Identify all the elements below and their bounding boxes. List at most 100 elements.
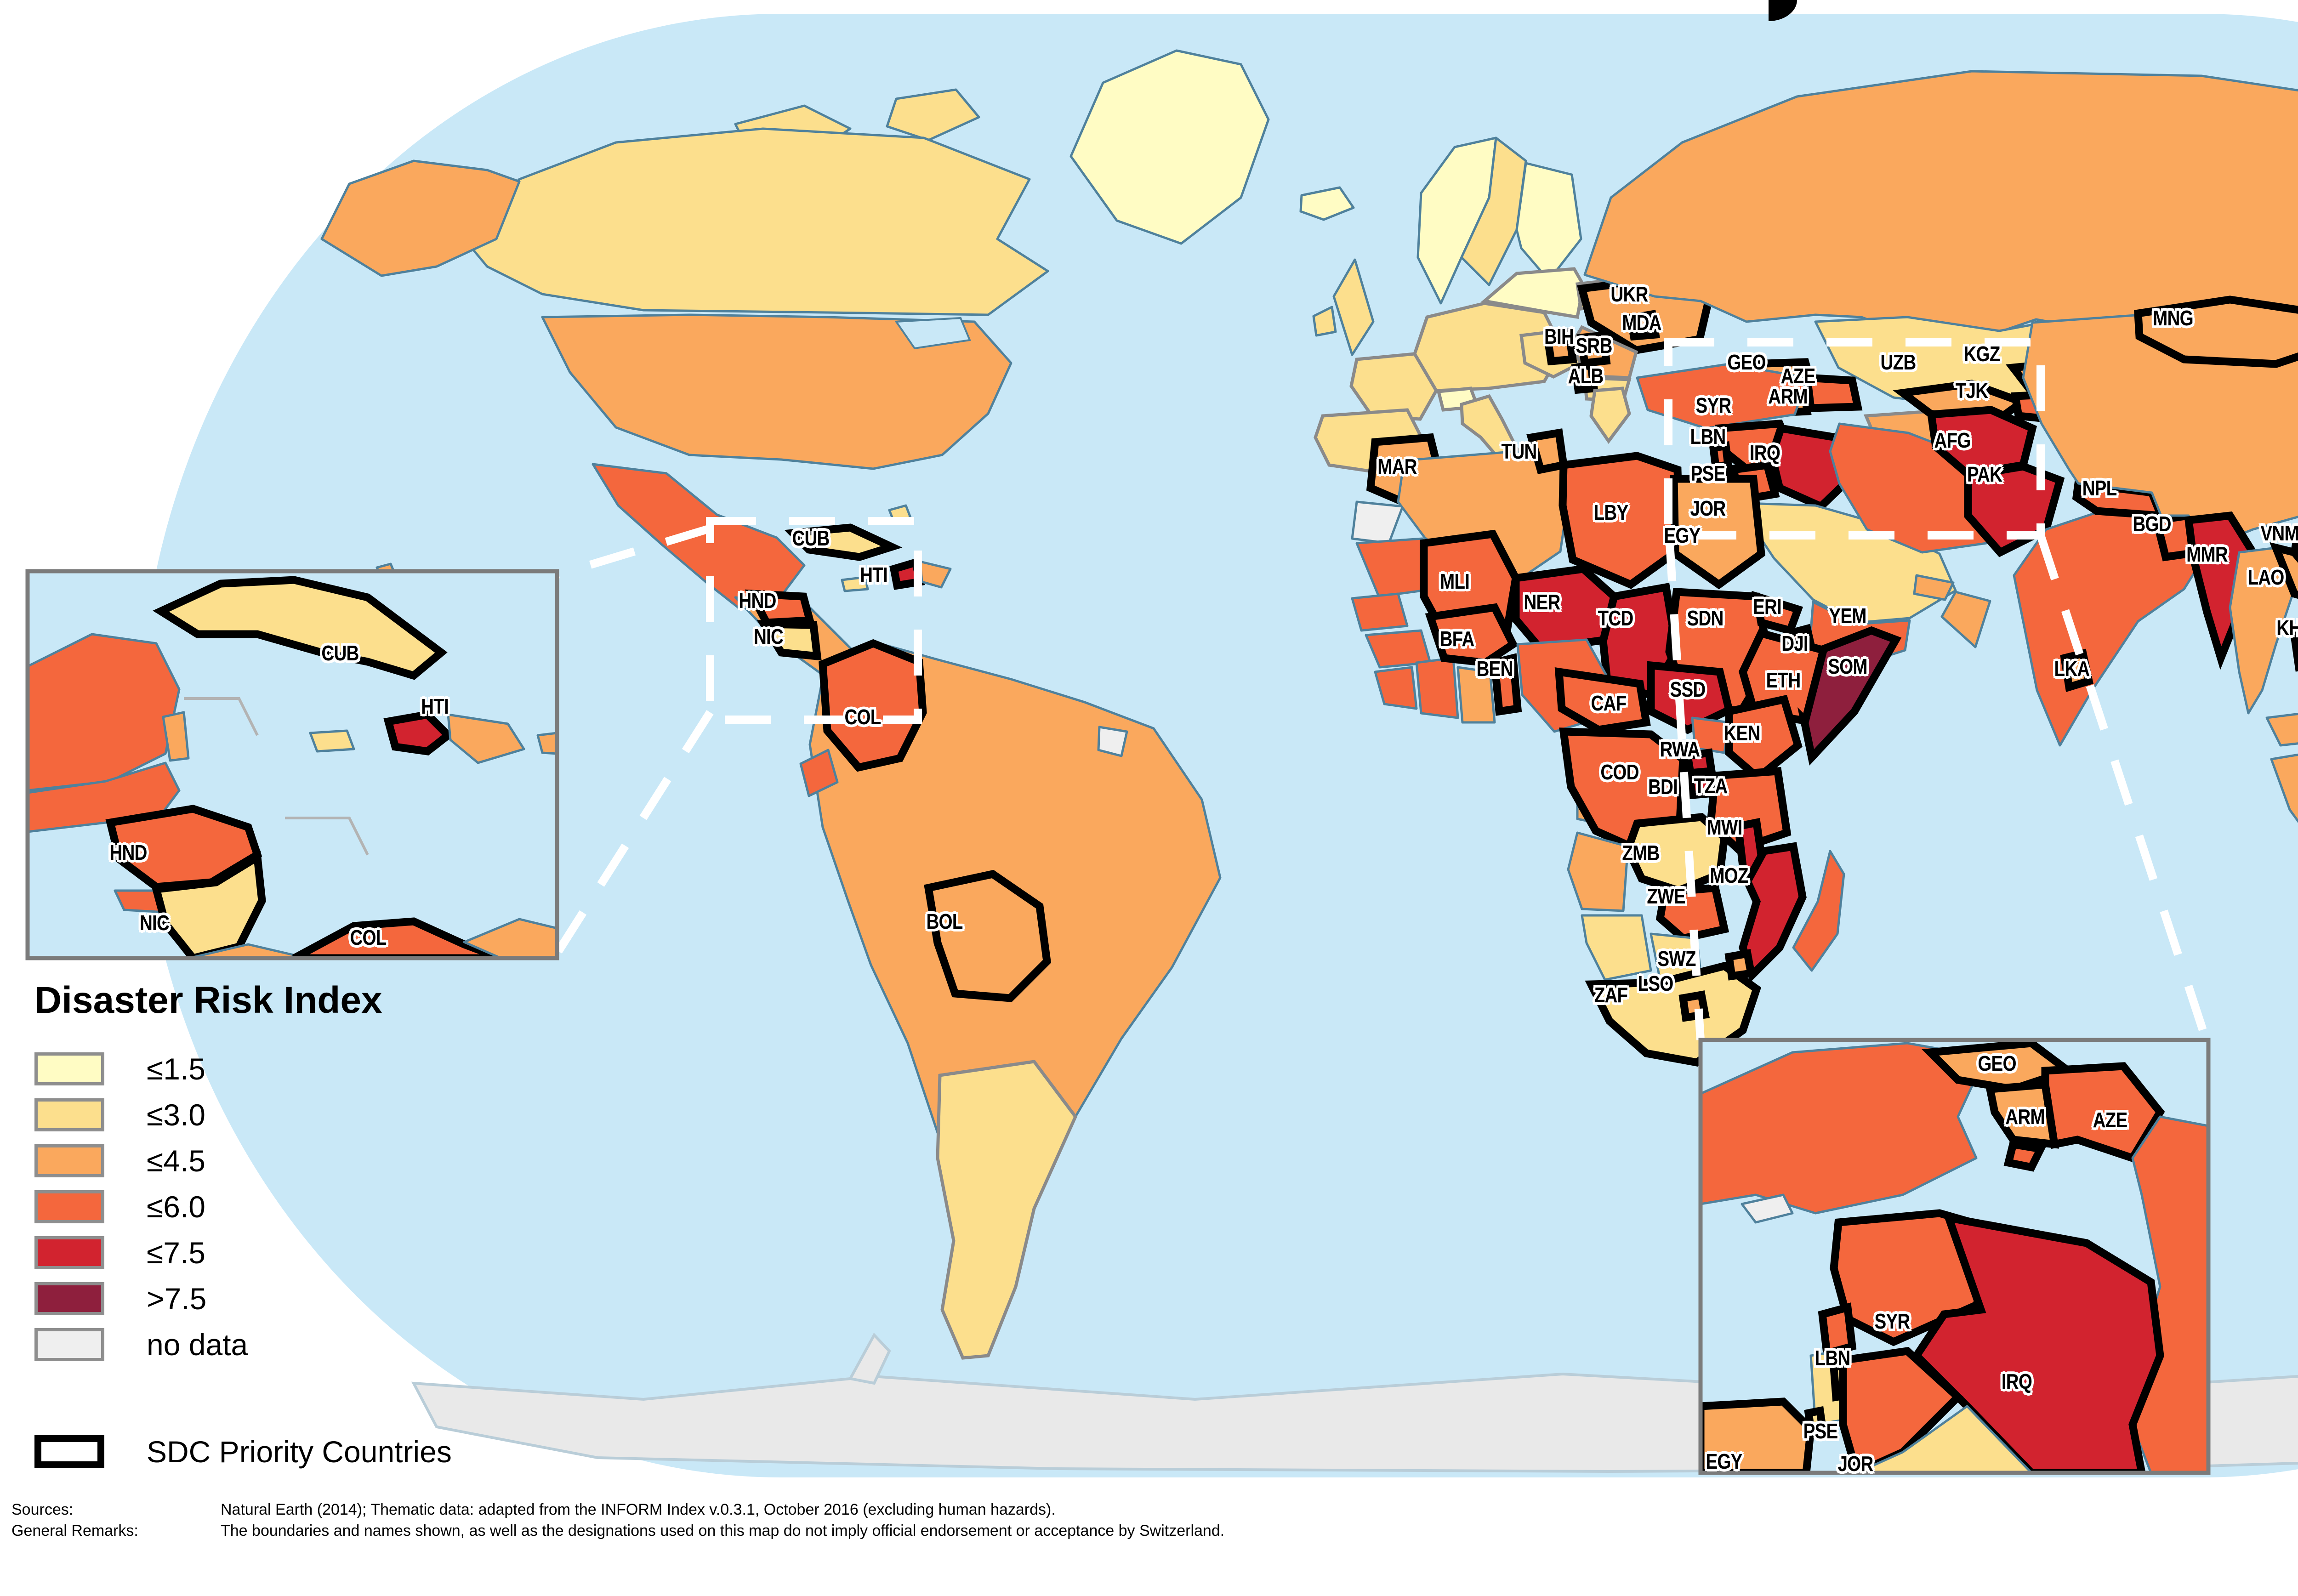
inset-cyprus — [1741, 1193, 1794, 1224]
inset-source-caribbean — [706, 517, 922, 724]
country-label-bfa: BFA — [1439, 627, 1475, 651]
legend-label-c2: ≤3.0 — [147, 1098, 205, 1132]
country-label-afg: AFG — [1934, 428, 1971, 452]
legend: Disaster Risk Index ≤1.5 ≤3.0 ≤4.5 ≤6.0 ≤7.5… — [34, 979, 452, 1477]
country-label-nic: NIC — [753, 625, 784, 648]
country-label-swz: SWZ — [1657, 947, 1696, 971]
country-label-yem: YEM — [1829, 604, 1866, 628]
inset-connector-mideast-right — [2036, 534, 2210, 1041]
country-srb — [1576, 331, 1611, 368]
french-guiana — [1097, 726, 1128, 757]
country-label-eri: ERI — [1753, 595, 1782, 619]
legend-label-c6: >7.5 — [147, 1282, 207, 1316]
country-jam — [841, 576, 869, 592]
country-mmr — [2184, 511, 2258, 670]
country-aze — [1803, 373, 1863, 412]
country-russia — [1583, 70, 2298, 351]
inset-country-hti — [383, 710, 454, 755]
country-mda — [1626, 310, 1660, 341]
footer-sources-label: Sources: — [11, 1501, 74, 1518]
country-label-lka: LKA — [2054, 657, 2090, 681]
country-label-mli: MLI — [1439, 569, 1470, 593]
inset-middle-east-label-geo: GEO — [1978, 1051, 2016, 1075]
title-fragment — [1769, 0, 1797, 21]
inset-puerto-rico — [536, 732, 557, 755]
country-label-tcd: TCD — [1598, 606, 1634, 630]
inset-belize — [162, 711, 190, 762]
country-label-mda: MDA — [1622, 311, 1661, 335]
legend-swatch-c3 — [34, 1144, 104, 1177]
country-label-lso: LSO — [1638, 971, 1674, 995]
country-uk — [1332, 258, 1375, 356]
cote-divoire — [1415, 657, 1459, 719]
footer-sources-row: Sources: Natural Earth (2014); Thematic … — [11, 1499, 1224, 1520]
country-label-moz: MOZ — [1710, 863, 1748, 887]
inset-country-col — [292, 917, 502, 958]
country-label-arm: ARM — [1768, 384, 1808, 408]
country-label-uzb: UZB — [1880, 350, 1917, 374]
argentina-chile — [936, 1060, 1078, 1360]
country-greenland — [1069, 49, 1270, 245]
inset-middle-east-label-aze: AZE — [2093, 1108, 2128, 1132]
country-usa — [541, 313, 1012, 470]
inset-middle-east-label-arm: ARM — [2005, 1105, 2045, 1129]
inset-country-cub — [153, 576, 448, 680]
country-label-syr: SYR — [1695, 393, 1732, 417]
inset-country-aze — [2041, 1062, 2165, 1163]
country-label-rwa: RWA — [1660, 737, 1701, 761]
sdc-priority-label: SDC Priority Countries — [147, 1435, 452, 1469]
country-cub — [784, 523, 903, 561]
sweden — [1460, 136, 1527, 286]
inset-aze-exclave — [2003, 1140, 2047, 1172]
inset-dominican-rep — [447, 713, 525, 764]
country-zmb — [1623, 813, 1729, 895]
country-label-lbn: LBN — [1690, 425, 1726, 449]
legend-sdc-row: SDC Priority Countries — [34, 1426, 452, 1477]
legend-item-c5: ≤7.5 — [34, 1230, 452, 1276]
sumatra — [2270, 753, 2298, 824]
country-label-ner: NER — [1524, 590, 1560, 614]
country-label-lby: LBY — [1593, 500, 1629, 524]
footer-sources-text: Natural Earth (2014); Thematic data: ada… — [221, 1501, 1056, 1518]
country-lao — [2269, 542, 2298, 599]
country-col — [819, 639, 927, 772]
angola — [1567, 831, 1629, 912]
country-ben — [1490, 653, 1522, 716]
inset-country-egy — [1701, 1397, 1815, 1473]
country-canada — [463, 127, 1049, 316]
ghana — [1456, 666, 1496, 724]
country-label-eth: ETH — [1766, 668, 1801, 692]
country-label-pse: PSE — [1690, 461, 1726, 485]
footer-remarks-text: The boundaries and names shown, as well … — [221, 1522, 1225, 1539]
country-lby — [1559, 452, 1684, 589]
inset-country-arm — [1985, 1080, 2059, 1149]
country-label-npl: NPL — [2082, 476, 2117, 500]
legend-item-c4: ≤6.0 — [34, 1184, 452, 1230]
legend-swatch-c4 — [34, 1190, 104, 1223]
oman — [1940, 591, 1991, 648]
legend-swatch-c5 — [34, 1236, 104, 1269]
inset-source-middle-east — [1664, 338, 2045, 540]
country-label-hnd: HND — [739, 589, 776, 613]
inset-middle-east — [1701, 1040, 2208, 1473]
country-vnm — [2290, 524, 2298, 640]
inset-middle-east-label-irq: IRQ — [2001, 1369, 2032, 1393]
country-label-jor: JOR — [1690, 496, 1726, 520]
country-ecu — [799, 749, 839, 797]
inset-caribbean-label-hnd: HND — [109, 841, 147, 864]
country-nic — [757, 620, 822, 661]
country-alaska — [320, 159, 521, 277]
country-label-lao: LAO — [2247, 565, 2284, 589]
country-hnd — [745, 589, 815, 627]
country-ireland — [1312, 306, 1337, 337]
country-iceland — [1299, 186, 1355, 221]
country-zwe — [1655, 883, 1729, 943]
legend-item-c3: ≤4.5 — [34, 1138, 452, 1184]
uganda — [1691, 716, 1730, 754]
country-label-egy: EGY — [1664, 523, 1701, 547]
country-label-zmb: ZMB — [1622, 841, 1660, 865]
legend-label-c0: no data — [147, 1328, 248, 1362]
country-label-tjk: TJK — [1955, 379, 1988, 403]
country-label-ken: KEN — [1724, 721, 1760, 745]
country-label-mar: MAR — [1377, 454, 1417, 478]
